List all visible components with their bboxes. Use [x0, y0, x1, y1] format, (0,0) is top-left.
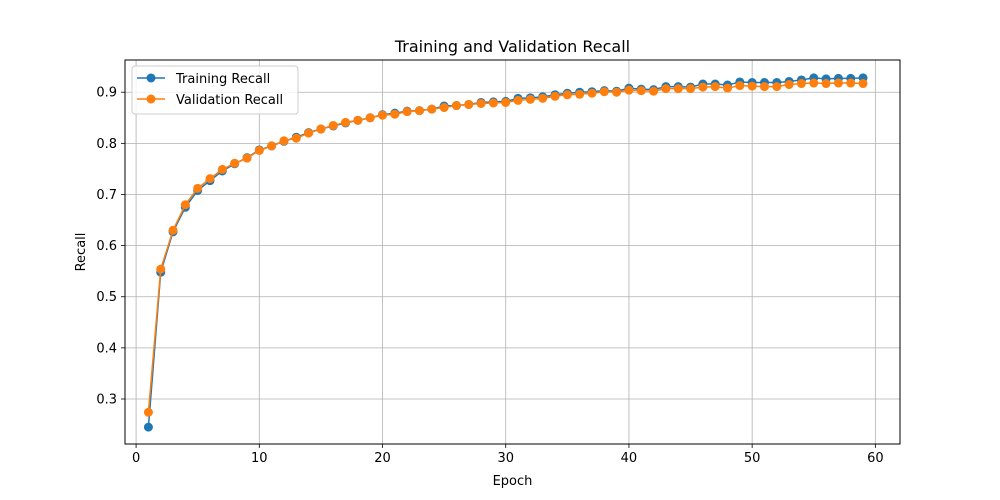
y-tick-label: 0.3 [96, 393, 117, 408]
validation-recall-point [673, 84, 683, 94]
validation-recall-point [353, 115, 363, 125]
validation-recall-point [156, 264, 166, 274]
validation-recall-point [365, 113, 375, 123]
validation-recall-point [587, 88, 597, 98]
grid-lines [125, 60, 900, 444]
x-tick-label: 40 [621, 451, 638, 466]
validation-recall-point [723, 83, 733, 93]
validation-recall-point [378, 110, 388, 120]
validation-recall-point [599, 87, 609, 97]
plot-frame [124, 59, 901, 445]
validation-recall-point [846, 78, 856, 88]
legend: Training Recall Validation Recall [131, 65, 299, 115]
validation-recall-point [747, 81, 757, 91]
y-tick-label: 0.6 [96, 239, 117, 254]
x-tick-label: 60 [867, 451, 884, 466]
validation-recall-point [538, 93, 548, 103]
x-tick-label: 0 [132, 451, 140, 466]
legend-validation-label: Validation Recall [176, 93, 283, 108]
validation-recall-point [316, 124, 326, 134]
validation-recall-point [476, 98, 486, 108]
validation-recall-point [513, 95, 523, 105]
validation-recall-point [759, 82, 769, 92]
x-tick-label: 30 [497, 451, 514, 466]
axis-ticks: 0 10 20 30 40 50 60 0.3 0.4 0.5 0.6 0.7 0.8 0.9 [96, 86, 883, 466]
validation-recall-point [784, 80, 794, 90]
validation-recall-point [710, 82, 720, 92]
validation-recall-point [205, 174, 215, 184]
validation-recall-point [858, 79, 868, 89]
validation-recall-point [291, 133, 301, 143]
validation-recall-point [328, 120, 338, 130]
validation-recall-point [796, 79, 806, 89]
validation-recall-point [168, 225, 178, 235]
y-axis-label: Recall [74, 233, 89, 272]
y-tick-label: 0.4 [96, 341, 117, 356]
validation-recall-point [279, 136, 289, 146]
validation-recall-point [267, 141, 277, 151]
validation-recall-point [686, 84, 696, 94]
validation-recall-point [414, 106, 424, 116]
validation-recall-point [550, 91, 560, 101]
validation-recall-point [143, 407, 153, 417]
training-recall-point [143, 422, 153, 432]
validation-recall-point [390, 109, 400, 119]
validation-recall-point [402, 107, 412, 117]
validation-recall-point [304, 128, 314, 138]
validation-recall-point [193, 183, 203, 193]
validation-recall-point [501, 97, 511, 107]
validation-recall-point [636, 86, 646, 96]
y-tick-label: 0.5 [96, 290, 117, 305]
validation-recall-point [525, 94, 535, 104]
validation-recall-point [833, 78, 843, 88]
plot-series [143, 73, 868, 432]
x-tick-label: 10 [251, 451, 268, 466]
y-tick-label: 0.9 [96, 86, 117, 101]
validation-recall-point [821, 79, 831, 89]
validation-recall-point [427, 104, 437, 114]
validation-recall-point [698, 82, 708, 92]
validation-recall-point [624, 85, 634, 95]
validation-recall-point [735, 81, 745, 91]
legend-validation-marker [146, 94, 156, 104]
y-tick-label: 0.7 [96, 188, 117, 203]
validation-recall-point [230, 158, 240, 168]
validation-recall-point [612, 87, 622, 97]
x-axis-label: Epoch [493, 474, 533, 489]
validation-recall-point [254, 146, 264, 156]
validation-recall-point [575, 89, 585, 99]
x-tick-label: 50 [744, 451, 761, 466]
validation-recall-point [772, 82, 782, 92]
legend-training-marker [146, 73, 156, 83]
validation-recall-point [451, 101, 461, 111]
validation-recall-point [180, 200, 190, 210]
validation-recall-point [809, 78, 819, 88]
validation-recall-point [341, 117, 351, 127]
validation-recall-point [649, 86, 659, 96]
validation-recall-point [439, 103, 449, 113]
validation-recall-point [562, 90, 572, 100]
chart-title: Training and Validation Recall [394, 37, 630, 56]
validation-recall-point [217, 164, 227, 174]
validation-recall-point [661, 84, 671, 94]
x-tick-label: 20 [374, 451, 391, 466]
validation-recall-point [242, 153, 252, 163]
legend-training-label: Training Recall [175, 72, 270, 87]
legend-box [131, 65, 299, 115]
validation-recall-point [488, 98, 498, 108]
validation-recall-point [464, 99, 474, 109]
y-tick-label: 0.8 [96, 137, 117, 152]
